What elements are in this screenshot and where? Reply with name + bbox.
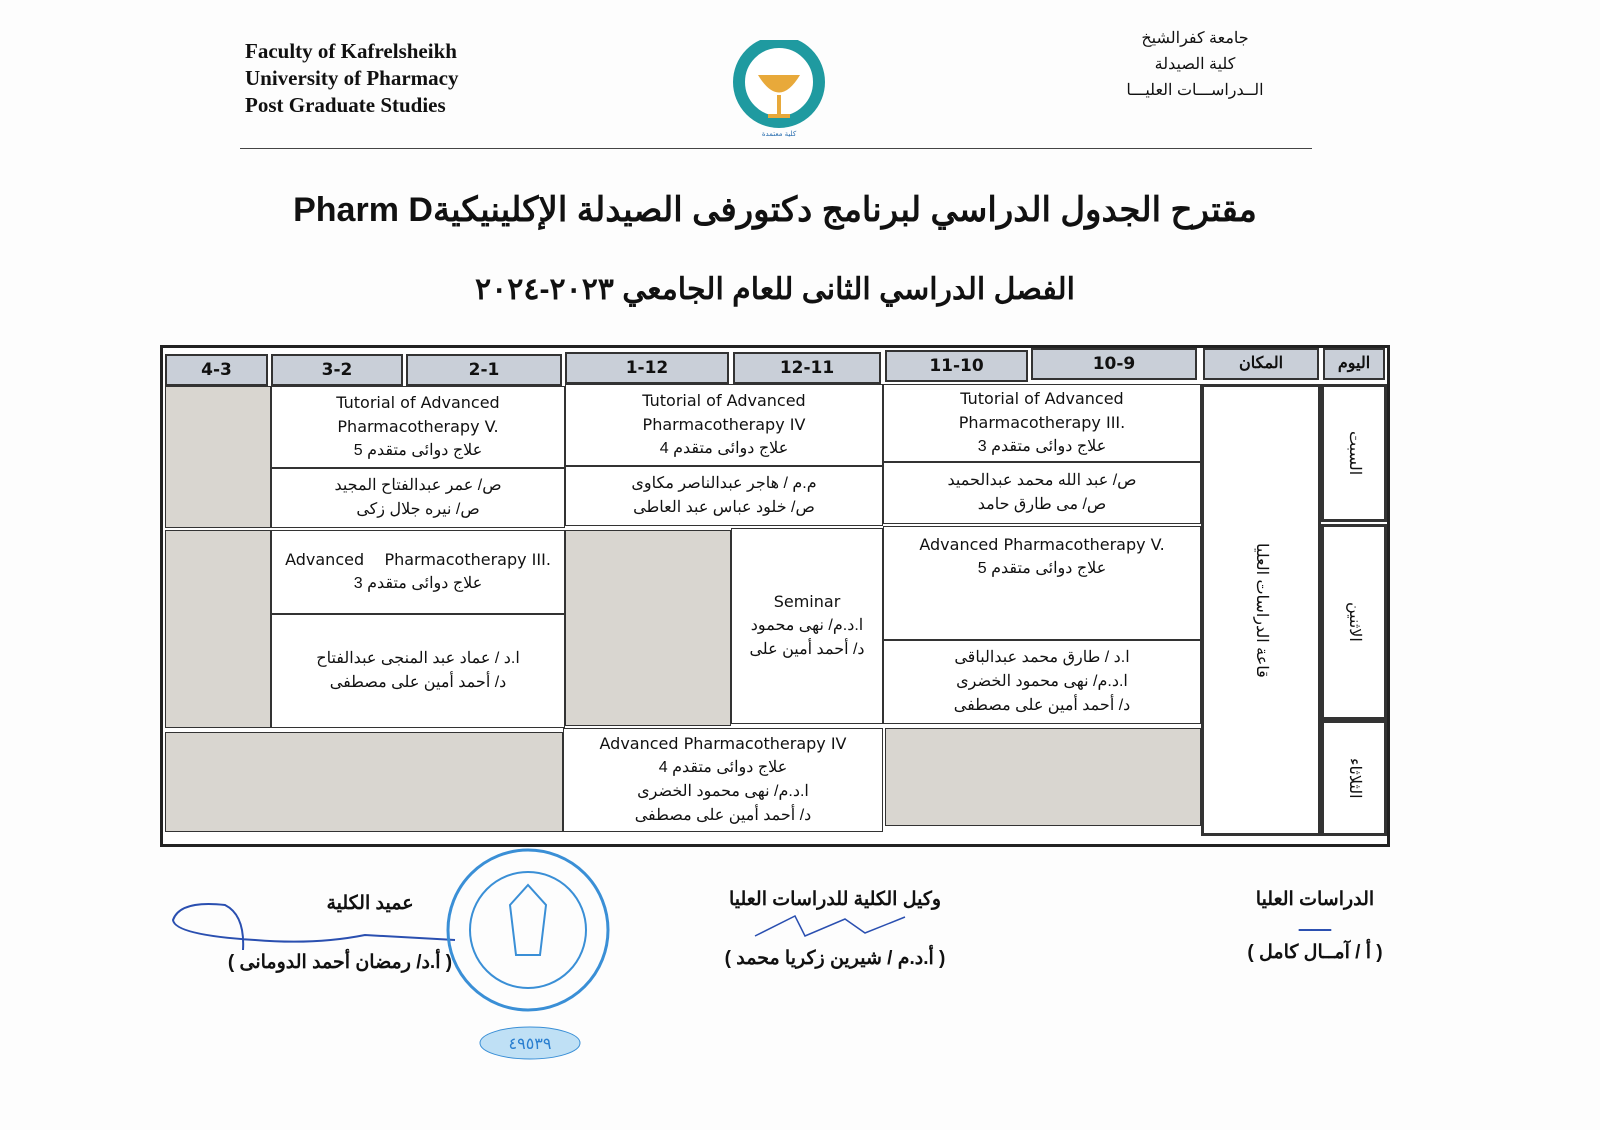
place-cell: قاعة الدراسات العليا [1201, 384, 1321, 836]
header-slot-2-1: 2-1 [406, 354, 562, 386]
dean-handwritten-signature [171, 903, 456, 951]
day-label: الثلاثاء [1346, 757, 1363, 799]
handwritten-signature [754, 914, 906, 937]
day-label: الاثنين [1346, 602, 1363, 642]
empty-cell [885, 728, 1201, 826]
document-title: مقترح الجدول الدراسي لبرنامج دكتورفى الص… [293, 191, 1257, 229]
empty-cell [165, 732, 563, 832]
staff: ص/ عمر عبدالفتاح المجيد [334, 477, 502, 494]
header-divider [240, 148, 1312, 149]
mon-course-10-9: Advanced Pharmacotherapy V. علاج دوائى م… [883, 526, 1201, 640]
staff: م.م / هاجر عبدالناصر مكاوى [631, 475, 817, 492]
university-stamp: ٤٩٥٣٩ [446, 848, 610, 1060]
staff: ا.د / طارق محمد عبدالباقى [954, 649, 1130, 666]
sat-staff-3-2: ص/ عمر عبدالفتاح المجيد ص/ نيره جلال زكى [271, 468, 565, 528]
signature-title: الدراسات العليا [1255, 889, 1375, 910]
empty-cell [165, 530, 271, 728]
day-label: السبت [1346, 430, 1363, 476]
header-slot-1-12: 1-12 [565, 352, 729, 384]
course-arabic: علاج دوائى متقدم 4 [658, 759, 788, 776]
sat-course-3-2: Tutorial of Advanced Pharmacotherapy V. … [271, 386, 565, 468]
mon-seminar: Seminar ا.د.م/ نهى محمود د/ أحمد أمين عل… [731, 528, 883, 724]
header-slot-12-11: 12-11 [733, 352, 881, 384]
signature-vice-dean: وكيل الكلية للدراسات العليا ( أ.د.م / شي… [700, 888, 970, 970]
course-arabic: علاج دوائى متقدم 5 [977, 560, 1107, 577]
header-line: الــدراســـات العليـــا [1126, 82, 1264, 99]
signature-title: وكيل الكلية للدراسات العليا [728, 889, 942, 910]
course-name: Advanced Pharmacotherapy IV [599, 734, 847, 753]
svg-text:كلية معتمدة: كلية معتمدة [762, 130, 797, 138]
header-line: University of Pharmacy [245, 66, 459, 90]
course-name: Advanced Pharmacotherapy V. [919, 535, 1165, 554]
header-line: كلية الصيدلة [1154, 56, 1236, 73]
signature-name: ( أ.د/ رمضان أحمد الدومانى ) [227, 952, 453, 973]
empty-cell [565, 530, 731, 726]
staff: د/ أحمد أمين على مصطفى [634, 807, 812, 824]
mon-course-3-2: Advanced Pharmacotherapy III. علاج دوائى… [271, 530, 565, 614]
header-day: اليوم [1323, 348, 1385, 380]
header-slot-10-9: 10-9 [1031, 348, 1197, 380]
staff: ص/ نيره جلال زكى [356, 501, 480, 518]
staff: د/ أحمد أمين على [749, 641, 865, 658]
sat-course-10-9: Tutorial of Advanced Pharmacotherapy III… [883, 384, 1201, 462]
course-arabic: علاج دوائى متقدم 5 [353, 442, 483, 459]
faculty-header-english: Faculty of Kafrelsheikh University of Ph… [245, 38, 458, 119]
course-name: Tutorial of Advanced Pharmacotherapy IV [642, 391, 806, 434]
course-name: Tutorial of Advanced Pharmacotherapy V. [336, 393, 500, 436]
sat-course-1-12: Tutorial of Advanced Pharmacotherapy IV … [565, 384, 883, 466]
staff: ا.د.م/ نهى محمود الخضرى [637, 783, 809, 800]
staff: ا.د.م/ نهى محمود [750, 617, 864, 634]
stamp-number: ٤٩٥٣٩ [509, 1034, 552, 1053]
schedule-table: 4-3 3-2 2-1 1-12 12-11 11-10 10-9 المكان… [160, 345, 1390, 847]
signature-name: ( أ / آمــال كامل ) [1247, 942, 1383, 963]
header-slot-4-3: 4-3 [165, 354, 268, 386]
course-name: Advanced Pharmacotherapy III. [285, 550, 551, 569]
course-name: Tutorial of Advanced Pharmacotherapy III… [958, 389, 1126, 432]
signature-dean: عميد الكلية ( أ.د/ رمضان أحمد الدومانى ) [210, 892, 470, 974]
course-arabic: علاج دوائى متقدم 3 [977, 438, 1107, 455]
course-arabic: علاج دوائى متقدم 4 [659, 440, 789, 457]
day-saturday: السبت [1321, 384, 1387, 522]
header-slot-11-10: 11-10 [885, 350, 1028, 382]
sat-staff-1-12: م.م / هاجر عبدالناصر مكاوى ص/ خلود عباس ع… [565, 466, 883, 526]
staff: د/ أحمد أمين على مصطفى [329, 674, 507, 691]
mon-staff-3-2: ا.د / عماد عبد المنجى عبدالفتاح د/ أحمد أ… [271, 614, 565, 728]
staff: ا.د.م/ نهى محمود الخضرى [956, 673, 1128, 690]
empty-cell [165, 386, 271, 528]
signature-title: عميد الكلية [326, 893, 414, 914]
mon-staff-10-9: ا.د / طارق محمد عبدالباقى ا.د.م/ نهى محمو… [883, 640, 1201, 724]
header-slot-3-2: 3-2 [271, 354, 403, 386]
staff: ص/ عبد الله محمد عبدالحميد [947, 472, 1137, 489]
header-line: Post Graduate Studies [245, 93, 446, 117]
staff: ا.د / عماد عبد المنجى عبدالفتاح [316, 650, 520, 667]
staff: د/ أحمد أمين على مصطفى [953, 697, 1131, 714]
signature-name: ( أ.د.م / شيرين زكريا محمد ) [724, 948, 946, 969]
day-monday: الاثنين [1321, 524, 1387, 720]
signature-postgrad: الدراسات العليا ـــــ ( أ / آمــال كامل … [1220, 888, 1410, 964]
faculty-header-arabic: جامعة كفرالشيخ كلية الصيدلة الــدراســـا… [1100, 26, 1290, 104]
tue-course-1-12: Advanced Pharmacotherapy IV علاج دوائى م… [563, 728, 883, 832]
header-line: جامعة كفرالشيخ [1141, 30, 1249, 47]
place-label: قاعة الدراسات العليا [1253, 542, 1270, 678]
header-place: المكان [1203, 348, 1319, 380]
document-subtitle: الفصل الدراسي الثانى للعام الجامعي ٢٠٢٣-… [475, 273, 1075, 306]
course-name: Seminar [773, 592, 841, 611]
day-tuesday: الثلاثاء [1321, 720, 1387, 836]
header-line: Faculty of Kafrelsheikh [245, 39, 457, 63]
sat-staff-10-9: ص/ عبد الله محمد عبدالحميد ص/ مى طارق حام… [883, 462, 1201, 524]
staff: ص/ خلود عباس عبد العاطى [633, 499, 815, 516]
staff: ص/ مى طارق حامد [977, 496, 1107, 513]
faculty-logo: كلية معتمدة [733, 40, 825, 138]
course-arabic: علاج دوائى متقدم 3 [353, 575, 483, 592]
